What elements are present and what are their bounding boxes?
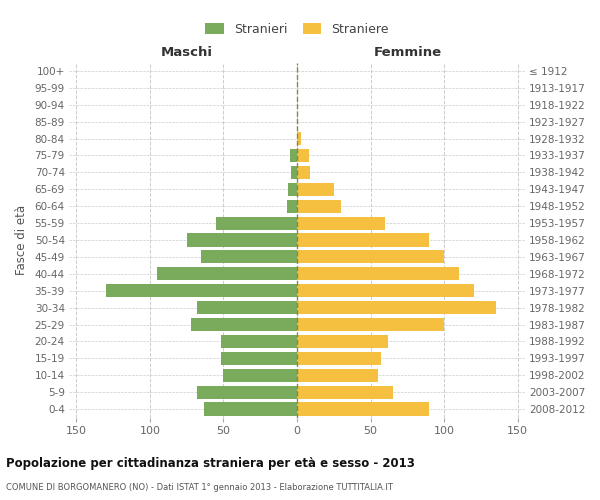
Bar xyxy=(216,216,297,230)
Bar xyxy=(221,352,297,365)
Text: Femmine: Femmine xyxy=(373,46,442,59)
Bar xyxy=(202,250,297,264)
Bar xyxy=(287,200,297,213)
Y-axis label: Fasce di età: Fasce di età xyxy=(14,205,28,275)
Text: COMUNE DI BORGOMANERO (NO) - Dati ISTAT 1° gennaio 2013 - Elaborazione TUTTITALI: COMUNE DI BORGOMANERO (NO) - Dati ISTAT … xyxy=(6,484,393,492)
Bar xyxy=(290,149,297,162)
Bar xyxy=(197,301,297,314)
Bar xyxy=(106,284,297,298)
Bar xyxy=(157,267,297,280)
Bar xyxy=(297,216,385,230)
Bar xyxy=(197,386,297,398)
Bar xyxy=(205,402,297,415)
Bar xyxy=(297,200,341,213)
Bar xyxy=(297,149,309,162)
Bar xyxy=(297,318,444,331)
Legend: Stranieri, Straniere: Stranieri, Straniere xyxy=(205,22,389,36)
Bar xyxy=(291,166,297,179)
Text: Maschi: Maschi xyxy=(161,46,212,59)
Y-axis label: Anni di nascita: Anni di nascita xyxy=(597,196,600,284)
Bar xyxy=(297,234,430,246)
Bar xyxy=(191,318,297,331)
Bar xyxy=(297,250,444,264)
Bar xyxy=(223,368,297,382)
Bar xyxy=(297,352,381,365)
Bar xyxy=(221,335,297,348)
Bar xyxy=(297,284,473,298)
Bar xyxy=(297,335,388,348)
Text: Popolazione per cittadinanza straniera per età e sesso - 2013: Popolazione per cittadinanza straniera p… xyxy=(6,458,415,470)
Bar xyxy=(297,368,378,382)
Bar xyxy=(297,386,392,398)
Bar xyxy=(297,132,301,145)
Bar xyxy=(297,301,496,314)
Bar xyxy=(297,182,334,196)
Bar xyxy=(297,166,310,179)
Bar xyxy=(288,182,297,196)
Bar xyxy=(187,234,297,246)
Bar xyxy=(297,267,459,280)
Bar xyxy=(297,402,430,415)
